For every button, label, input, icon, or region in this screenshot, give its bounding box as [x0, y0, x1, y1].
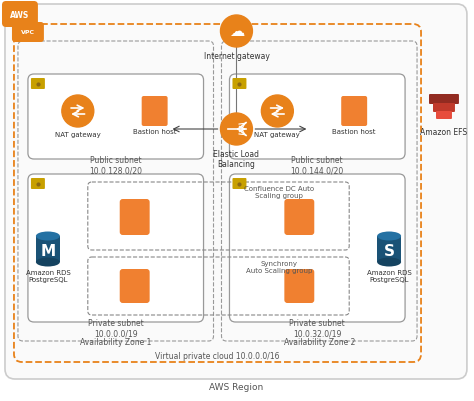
- Ellipse shape: [377, 258, 401, 267]
- Circle shape: [62, 96, 94, 128]
- Text: Internet gateway: Internet gateway: [203, 52, 269, 61]
- FancyBboxPatch shape: [28, 75, 203, 160]
- FancyBboxPatch shape: [229, 75, 405, 160]
- Text: Synchrony
Auto Scaling group: Synchrony Auto Scaling group: [246, 260, 312, 273]
- FancyBboxPatch shape: [436, 112, 452, 120]
- FancyBboxPatch shape: [341, 97, 367, 127]
- FancyBboxPatch shape: [12, 23, 44, 43]
- Text: Elastic Load
Balancing: Elastic Load Balancing: [213, 150, 259, 169]
- Text: Availability Zone 2: Availability Zone 2: [283, 337, 355, 346]
- Text: Private subnet
10.0.0.0/19: Private subnet 10.0.0.0/19: [88, 318, 144, 338]
- Ellipse shape: [377, 232, 401, 241]
- FancyBboxPatch shape: [31, 79, 45, 90]
- Text: S: S: [383, 244, 395, 259]
- FancyBboxPatch shape: [2, 2, 38, 28]
- FancyBboxPatch shape: [429, 95, 459, 105]
- Ellipse shape: [36, 258, 60, 267]
- Text: Confluence DC Auto
Scaling group: Confluence DC Auto Scaling group: [244, 186, 314, 198]
- Text: ☁: ☁: [229, 24, 244, 39]
- Ellipse shape: [36, 232, 60, 241]
- FancyBboxPatch shape: [232, 79, 246, 90]
- Circle shape: [220, 16, 253, 48]
- FancyBboxPatch shape: [31, 178, 45, 190]
- Text: Private subnet
10.0.32.0/19: Private subnet 10.0.32.0/19: [290, 318, 345, 338]
- Text: AWS Region: AWS Region: [210, 382, 264, 391]
- Circle shape: [220, 114, 253, 146]
- Text: AWS: AWS: [10, 10, 29, 20]
- FancyBboxPatch shape: [232, 178, 246, 190]
- FancyBboxPatch shape: [28, 174, 203, 322]
- Text: Amazon RDS
PostgreSQL: Amazon RDS PostgreSQL: [367, 269, 411, 282]
- Bar: [377, 237, 401, 262]
- Text: Availability Zone 1: Availability Zone 1: [80, 337, 151, 346]
- Bar: [36, 237, 60, 262]
- Text: Public subnet
10.0.144.0/20: Public subnet 10.0.144.0/20: [291, 156, 344, 175]
- Circle shape: [261, 96, 293, 128]
- FancyBboxPatch shape: [120, 269, 150, 303]
- Text: Bastion host: Bastion host: [332, 129, 376, 135]
- FancyBboxPatch shape: [229, 174, 405, 322]
- FancyBboxPatch shape: [120, 200, 150, 235]
- FancyBboxPatch shape: [5, 5, 467, 379]
- Text: VPC: VPC: [21, 30, 35, 35]
- FancyBboxPatch shape: [433, 104, 455, 113]
- Text: Amazon EFS: Amazon EFS: [420, 128, 467, 137]
- Text: M: M: [40, 244, 55, 259]
- FancyBboxPatch shape: [142, 97, 168, 127]
- Text: NAT gateway: NAT gateway: [255, 132, 300, 138]
- FancyBboxPatch shape: [284, 200, 314, 235]
- Text: Virtual private cloud 10.0.0.0/16: Virtual private cloud 10.0.0.0/16: [155, 351, 280, 360]
- FancyBboxPatch shape: [284, 269, 314, 303]
- Text: Amazon RDS
PostgreSQL: Amazon RDS PostgreSQL: [26, 269, 70, 282]
- Text: Public subnet
10.0.128.0/20: Public subnet 10.0.128.0/20: [89, 156, 142, 175]
- Text: NAT gateway: NAT gateway: [55, 132, 100, 138]
- Text: Bastion host: Bastion host: [133, 129, 176, 135]
